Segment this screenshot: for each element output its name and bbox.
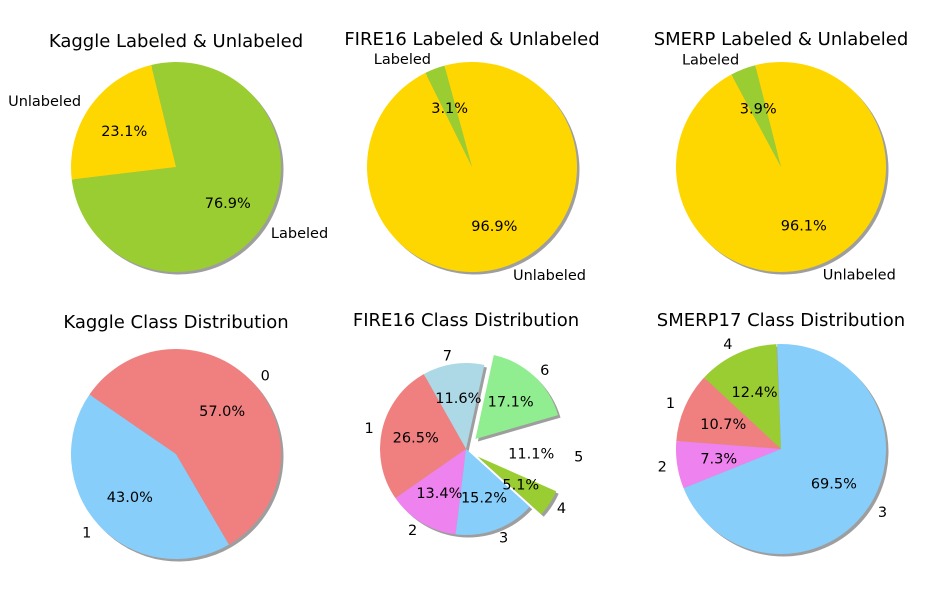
- slice-label: 3: [499, 531, 508, 547]
- slice-0: [89, 349, 281, 545]
- slice-label: Labeled: [374, 52, 431, 68]
- slice-3: [683, 344, 886, 555]
- percent-label: 76.9%: [205, 196, 251, 212]
- percent-label: 10.7%: [700, 417, 746, 433]
- slice-label: Unlabeled: [513, 268, 586, 284]
- pie-chart-kaggle-labeled-unlabeled: Kaggle Labeled & Unlabeled 76.9% Labeled 23…: [8, 31, 328, 275]
- chart-title: Kaggle Labeled & Unlabeled: [49, 31, 303, 52]
- slice-labeled: [425, 65, 472, 167]
- percent-label: 57.0%: [199, 404, 245, 420]
- slice-4: [477, 456, 557, 515]
- slice-label: 3: [878, 505, 887, 521]
- percent-label: 3.1%: [431, 101, 468, 117]
- slice-7: [423, 363, 485, 449]
- percent-label: 23.1%: [101, 124, 147, 140]
- pie-chart-kaggle-class-distribution: Kaggle Class Distribution 43.0% 1 57.0% 0: [63, 312, 289, 562]
- slice-6: [475, 354, 559, 439]
- slice-label: 6: [540, 363, 549, 379]
- slice-label: 1: [82, 526, 91, 542]
- slice-2: [676, 441, 781, 489]
- percent-label: 96.9%: [471, 219, 517, 235]
- slice-4: [704, 344, 781, 449]
- percent-label: 12.4%: [732, 385, 778, 401]
- percent-label: 26.5%: [393, 430, 439, 446]
- percent-label: 7.3%: [700, 452, 737, 468]
- slice-5: [479, 426, 566, 485]
- pie-chart-smerp17-class-distribution: SMERP17 Class Distribution 12.4% 4 10.7% 1 7.…: [657, 310, 905, 557]
- slice-unlabeled: [71, 64, 176, 180]
- slice-label: 4: [723, 337, 732, 353]
- slice-label: Labeled: [271, 226, 328, 242]
- percent-label: 13.4%: [416, 486, 462, 502]
- slice-label: 2: [408, 523, 417, 539]
- slice-label: 5: [574, 449, 583, 465]
- slice-3: [455, 449, 530, 535]
- chart-title: FIRE16 Labeled & Unlabeled: [344, 29, 599, 50]
- percent-label: 69.5%: [811, 476, 857, 492]
- slice-label: 1: [365, 421, 374, 437]
- slice-label: Labeled: [682, 52, 739, 68]
- percent-label: 11.1%: [508, 446, 554, 462]
- slice-label: 1: [666, 396, 675, 412]
- percent-label: 43.0%: [107, 490, 153, 506]
- pie-chart-smerp-labeled-unlabeled: SMERP Labeled & Unlabeled 3.9% Labeled 96.1…: [654, 29, 909, 284]
- slice-unlabeled: [367, 62, 578, 272]
- slice-1: [676, 377, 781, 449]
- slice-2: [395, 449, 466, 535]
- chart-title: FIRE16 Class Distribution: [353, 310, 579, 331]
- chart-title: Kaggle Class Distribution: [63, 312, 288, 333]
- percent-label: 5.1%: [502, 478, 539, 494]
- slice-label: 4: [557, 501, 566, 517]
- chart-title: SMERP Labeled & Unlabeled: [654, 29, 909, 50]
- slice-label: 2: [658, 460, 667, 476]
- percent-label: 15.2%: [461, 490, 507, 506]
- slice-labeled: [731, 65, 781, 167]
- pie-chart-fire16-class-distribution: FIRE16 Class Distribution 17.1% 6 11.6% 7 26.…: [353, 310, 583, 547]
- slice-unlabeled: [676, 62, 886, 272]
- slice-label: 7: [443, 348, 452, 364]
- slice-1: [379, 374, 466, 499]
- slice-labeled: [71, 61, 281, 272]
- percent-label: 3.9%: [740, 101, 777, 117]
- pie-chart-fire16-labeled-unlabeled: FIRE16 Labeled & Unlabeled 3.1% Labeled 96.…: [344, 29, 599, 284]
- slice-1: [70, 394, 229, 560]
- percent-label: 96.1%: [781, 219, 827, 235]
- slice-label: Unlabeled: [823, 268, 896, 284]
- slice-label: 0: [261, 368, 270, 384]
- percent-label: 17.1%: [488, 394, 534, 410]
- percent-label: 11.6%: [435, 391, 481, 407]
- slice-label: Unlabeled: [8, 94, 81, 110]
- chart-title: SMERP17 Class Distribution: [657, 310, 905, 331]
